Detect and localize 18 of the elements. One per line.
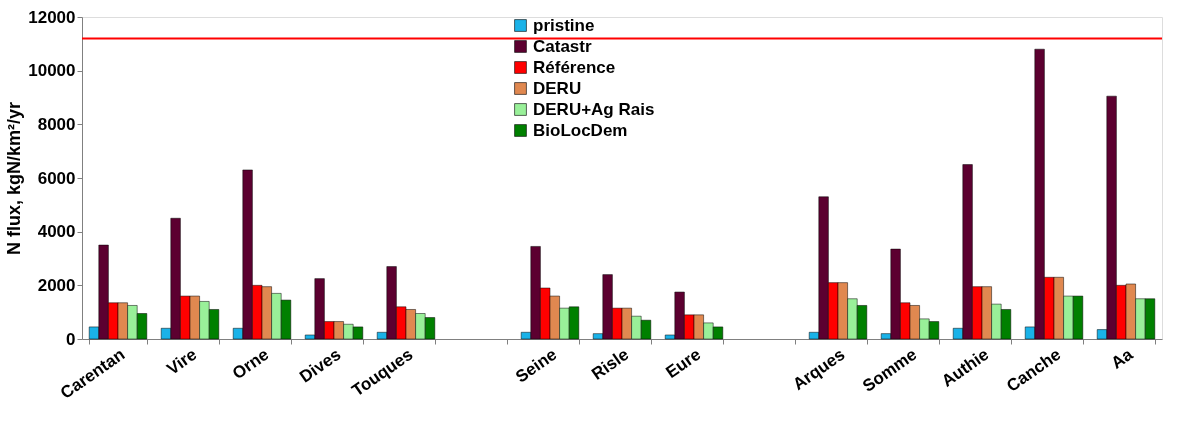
y-tick-label: 6000 bbox=[37, 168, 76, 188]
y-tick-label: 4000 bbox=[37, 222, 76, 242]
x-tick-label: Vire bbox=[163, 344, 201, 379]
legend-label: DERU bbox=[533, 78, 582, 98]
y-tick-label: 12000 bbox=[28, 7, 76, 27]
y-tick-label: 8000 bbox=[37, 114, 76, 134]
legend-label: Référence bbox=[533, 57, 616, 77]
y-tick-label: 0 bbox=[66, 329, 76, 349]
legend-label: Catastr bbox=[533, 36, 592, 56]
y-axis-title: N flux, kgN/km²/yr bbox=[4, 101, 25, 256]
x-tick-label: Eure bbox=[662, 344, 705, 383]
legend-label: pristine bbox=[533, 15, 595, 35]
x-tick-label: Orne bbox=[228, 344, 273, 384]
x-tick-label: Aa bbox=[1107, 344, 1137, 373]
y-tick-label: 2000 bbox=[37, 275, 76, 295]
y-tick-label: 10000 bbox=[28, 61, 76, 81]
legend-label: BioLocDem bbox=[533, 120, 628, 140]
legend-label: DERU+Ag Rais bbox=[533, 99, 655, 119]
